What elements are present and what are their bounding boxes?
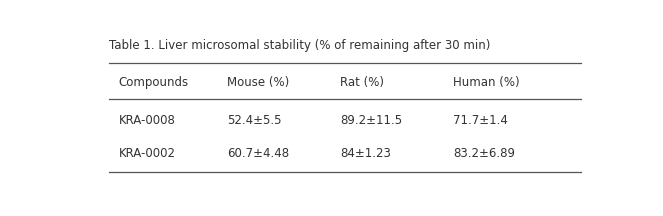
Text: Rat (%): Rat (%) <box>340 76 384 89</box>
Text: KRA-0008: KRA-0008 <box>119 114 176 127</box>
Text: 52.4±5.5: 52.4±5.5 <box>227 114 281 127</box>
Text: Table 1. Liver microsomal stability (% of remaining after 30 min): Table 1. Liver microsomal stability (% o… <box>109 39 490 52</box>
Text: KRA-0002: KRA-0002 <box>119 148 176 160</box>
Text: 84±1.23: 84±1.23 <box>340 148 391 160</box>
Text: Human (%): Human (%) <box>453 76 519 89</box>
Text: 83.2±6.89: 83.2±6.89 <box>453 148 515 160</box>
Text: Mouse (%): Mouse (%) <box>227 76 289 89</box>
Text: 89.2±11.5: 89.2±11.5 <box>340 114 402 127</box>
Text: 71.7±1.4: 71.7±1.4 <box>453 114 508 127</box>
Text: Compounds: Compounds <box>119 76 189 89</box>
Text: 60.7±4.48: 60.7±4.48 <box>227 148 289 160</box>
